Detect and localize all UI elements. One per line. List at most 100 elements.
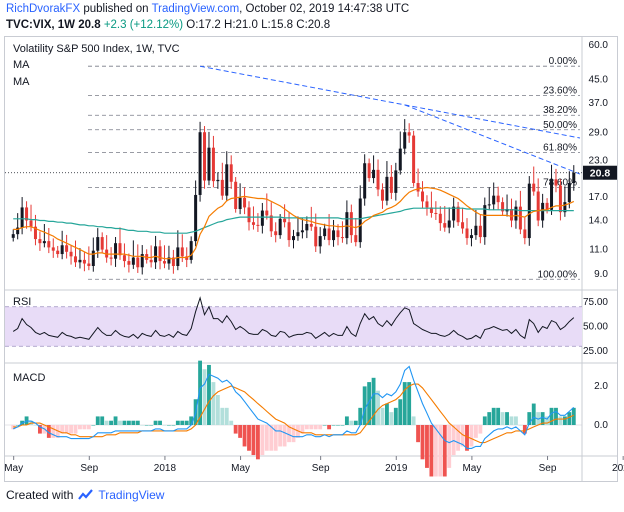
trendline-upper xyxy=(199,65,581,139)
time-axis-tick: 2019 xyxy=(385,463,408,474)
macd-histogram-bar xyxy=(162,425,167,426)
time-axis-tick: Sep xyxy=(312,463,330,474)
candle-body xyxy=(296,232,300,237)
candle-body xyxy=(87,263,91,267)
candle-body xyxy=(398,148,402,171)
price-change: +2.3 (+12.12%) xyxy=(103,19,184,31)
macd-histogram-bar xyxy=(496,407,501,425)
candle-body xyxy=(461,222,465,229)
candle-body xyxy=(260,210,264,226)
candle-body xyxy=(180,247,184,257)
macd-histogram-bar xyxy=(469,425,474,447)
macd-histogram-bar xyxy=(358,407,363,425)
publisher-name[interactable]: RichDvorakFX xyxy=(6,3,81,15)
candle-body xyxy=(171,257,175,267)
candle-body xyxy=(203,132,207,181)
candle-body xyxy=(20,207,24,228)
candle-body xyxy=(443,223,447,228)
candle-body xyxy=(309,223,313,227)
macd-histogram-bar xyxy=(558,416,563,425)
candle-body xyxy=(56,250,60,255)
ma-fast-line xyxy=(13,186,575,260)
candle-body xyxy=(114,243,118,259)
macd-axis-tick: 2.0 xyxy=(594,381,608,392)
candle-body xyxy=(225,164,229,196)
macd-histogram-bar xyxy=(393,407,398,425)
macd-histogram-bar xyxy=(171,425,176,426)
symbol-header: TVC:VIX, 1W 20.8 +2.3 (+12.12%) O:17.2 H… xyxy=(6,19,330,31)
candle-body xyxy=(389,176,393,193)
candle-body xyxy=(220,179,224,196)
macd-histogram-bar xyxy=(46,425,51,438)
macd-histogram-bar xyxy=(567,412,572,425)
candle-body xyxy=(492,195,496,205)
candle-body xyxy=(38,239,42,244)
macd-histogram-bar xyxy=(202,369,207,425)
candle-body xyxy=(300,230,304,233)
macd-histogram-bar xyxy=(322,425,327,426)
macd-histogram-bar xyxy=(336,425,340,426)
candle-body xyxy=(16,227,20,235)
macd-histogram-bar xyxy=(491,407,496,425)
macd-histogram-bar xyxy=(416,425,420,443)
fib-level-label: 38.20% xyxy=(543,105,577,116)
macd-histogram-bar xyxy=(215,394,220,425)
macd-histogram-bar xyxy=(86,425,91,430)
macd-histogram-bar xyxy=(300,425,305,434)
macd-histogram-bar xyxy=(473,425,478,438)
macd-histogram-bar xyxy=(131,420,136,425)
macd-histogram-bar xyxy=(540,412,545,425)
candle-body xyxy=(340,237,344,239)
candle-body xyxy=(536,191,540,221)
tradingview-logo-icon xyxy=(78,489,94,501)
macd-histogram-bar xyxy=(269,425,274,451)
macd-histogram-bar xyxy=(233,425,238,434)
site-link[interactable]: TradingView.com xyxy=(151,3,240,15)
macd-histogram-bar xyxy=(407,382,412,425)
candle-body xyxy=(25,207,29,221)
candle-body xyxy=(376,169,380,190)
candle-body xyxy=(452,206,456,221)
macd-histogram-bar xyxy=(64,425,69,434)
macd-histogram-bar xyxy=(242,425,247,447)
rsi-axis-tick: 75.00 xyxy=(583,297,608,308)
macd-histogram-bar xyxy=(238,425,243,438)
price-axis-tick: 17.0 xyxy=(589,192,609,203)
candle-body xyxy=(154,246,158,263)
macd-histogram-bar xyxy=(456,425,461,451)
macd-histogram-bar xyxy=(367,382,372,425)
macd-line xyxy=(12,365,575,449)
candle-body xyxy=(29,220,33,227)
tradingview-brand[interactable]: TradingView xyxy=(98,488,165,502)
candle-body xyxy=(74,256,78,263)
legend-ma-slow: MA xyxy=(13,76,30,88)
candle-body xyxy=(447,220,451,228)
candle-body xyxy=(158,246,162,262)
time-axis-tick: 2018 xyxy=(154,463,177,474)
macd-histogram-bar xyxy=(313,425,318,430)
macd-histogram-bar xyxy=(224,407,229,425)
macd-histogram-bar xyxy=(69,425,73,434)
ticker-label: TVC:VIX, 1W xyxy=(6,19,76,31)
macd-histogram-bar xyxy=(500,412,505,425)
candle-body xyxy=(278,218,282,236)
macd-histogram-bar xyxy=(518,425,523,426)
candle-body xyxy=(478,225,482,238)
fib-level-label: 61.80% xyxy=(543,142,577,153)
candle-body xyxy=(523,229,527,239)
macd-histogram-bar xyxy=(122,420,127,425)
macd-axis-tick: 0.0 xyxy=(594,420,608,431)
macd-histogram-bar xyxy=(571,407,576,425)
candle-body xyxy=(358,198,362,243)
macd-histogram-bar xyxy=(309,425,314,430)
candle-body xyxy=(412,135,416,184)
candle-body xyxy=(60,245,64,255)
candle-body xyxy=(518,206,522,230)
candle-body xyxy=(292,236,295,241)
candle-body xyxy=(47,241,51,248)
macd-histogram-bar xyxy=(438,425,443,477)
macd-histogram-bar xyxy=(158,420,162,425)
macd-histogram-bar xyxy=(447,425,452,468)
macd-histogram-bar xyxy=(82,425,87,430)
